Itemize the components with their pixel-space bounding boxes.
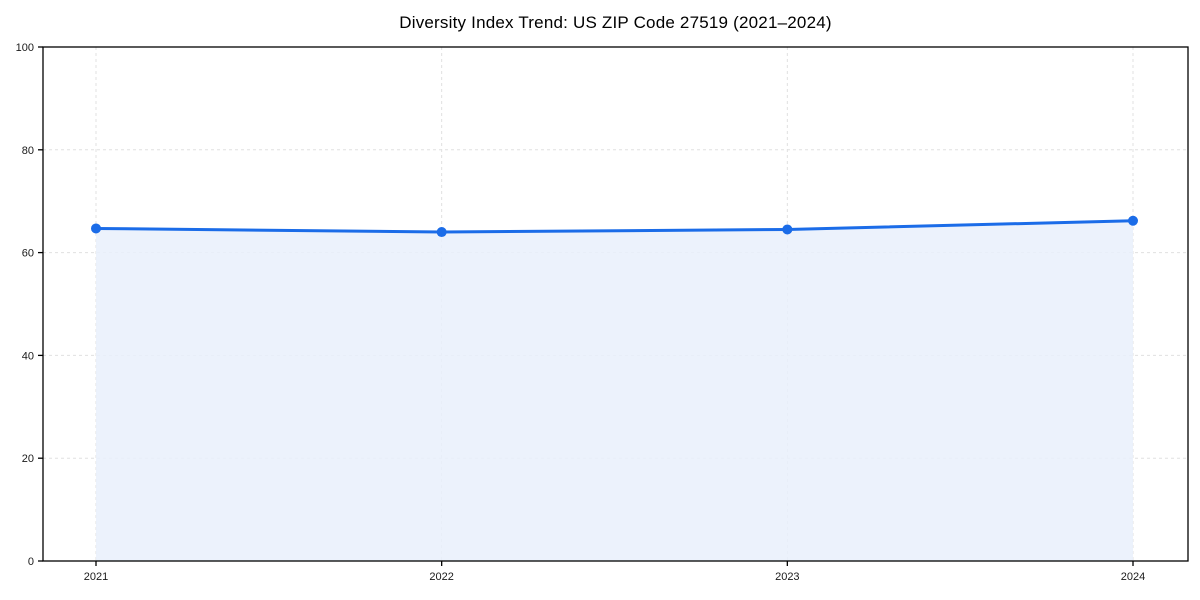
chart-title: Diversity Index Trend: US ZIP Code 27519… bbox=[399, 13, 832, 32]
trend-line bbox=[94, 219, 1135, 234]
x-tick-label: 2021 bbox=[84, 571, 108, 583]
y-tick-label: 40 bbox=[22, 350, 34, 362]
y-tick-label: 60 bbox=[22, 248, 34, 260]
y-tick-label: 20 bbox=[22, 453, 34, 465]
y-tick-label: 100 bbox=[16, 42, 34, 54]
plot-border bbox=[42, 46, 1189, 562]
y-tick-label: 0 bbox=[28, 556, 34, 568]
x-tick-label: 2023 bbox=[775, 571, 799, 583]
y-tick-label: 80 bbox=[22, 145, 34, 157]
x-tick-label: 2024 bbox=[1121, 571, 1145, 583]
x-tick-label: 2022 bbox=[429, 571, 453, 583]
area-fill bbox=[96, 220, 1133, 561]
data-point-marker bbox=[1128, 215, 1138, 226]
data-point-marker bbox=[91, 223, 101, 234]
data-point-marker bbox=[782, 224, 793, 235]
data-point-marker bbox=[436, 227, 447, 238]
